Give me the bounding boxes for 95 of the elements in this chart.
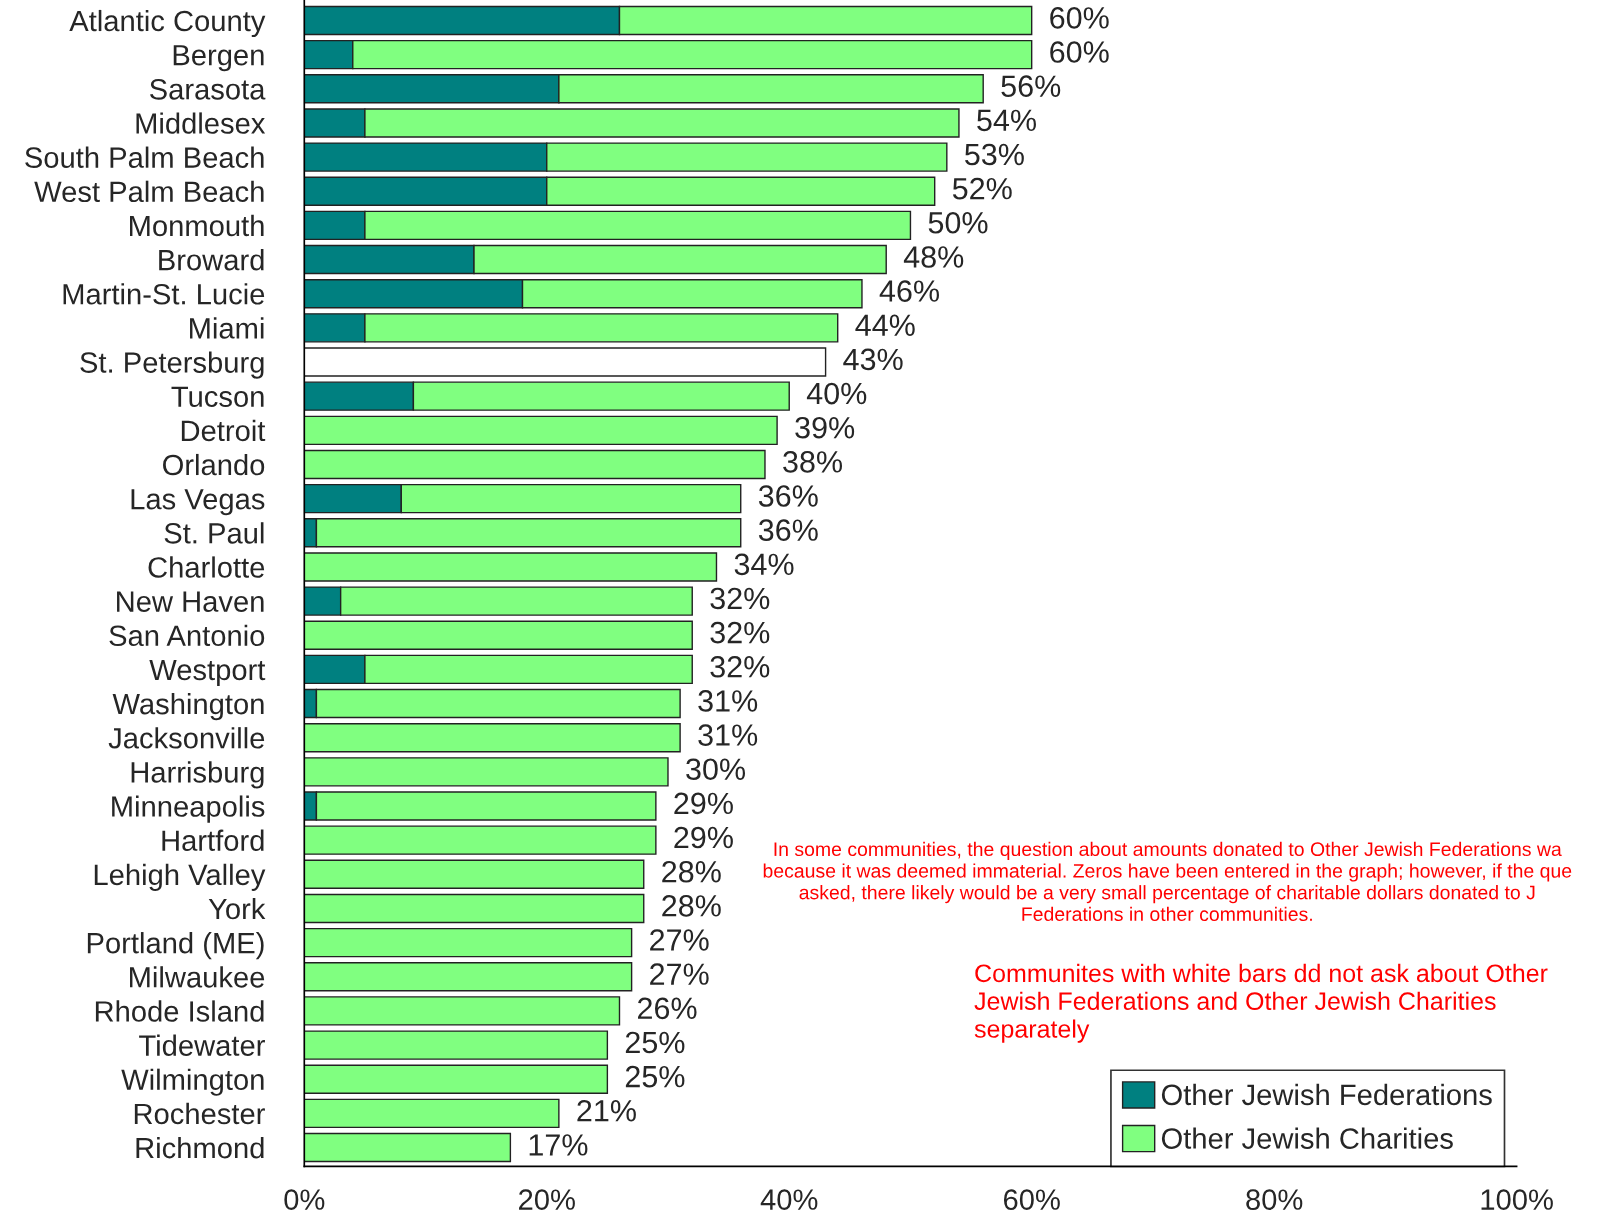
total-label: 29% — [674, 792, 733, 815]
y-tick-label: St. Paul — [164, 522, 264, 544]
total-label: 50% — [928, 211, 988, 234]
y-tick-label: Washington — [112, 692, 264, 721]
x-tick-label: 0% — [284, 1189, 325, 1210]
bar — [304, 723, 681, 753]
y-tick-label: Minneapolis — [112, 795, 265, 823]
y-tick-label: Sarasota — [150, 79, 266, 100]
y-tick-label: Broward — [159, 248, 264, 271]
bar — [304, 893, 645, 924]
bar — [304, 859, 645, 890]
bar — [304, 1064, 609, 1094]
bar — [304, 1098, 560, 1129]
y-tick-label: San Antonio — [109, 624, 265, 647]
total-label: 36% — [758, 485, 818, 507]
total-label: 48% — [903, 246, 964, 268]
bar — [304, 757, 669, 787]
y-tick-label: Rochester — [134, 1102, 265, 1125]
total-label: 38% — [783, 451, 843, 473]
total-label: 53% — [965, 143, 1024, 166]
x-tick-label: 100% — [1481, 1189, 1553, 1210]
bar — [304, 552, 718, 582]
y-tick-label: West Palm Beach — [34, 180, 264, 203]
bar — [304, 415, 778, 446]
total-label: 28% — [662, 860, 721, 883]
total-label: 46% — [879, 280, 939, 302]
y-tick-label: Martin-St. Lucie — [63, 283, 265, 305]
y-tick-label: Atlantic County — [69, 9, 266, 38]
y-tick-label: Orlando — [163, 453, 265, 476]
y-tick-label: Miami — [190, 317, 264, 339]
bar — [304, 996, 621, 1026]
total-label: 56% — [1001, 75, 1061, 97]
total-label: 31% — [698, 724, 758, 746]
y-tick-label: Tucson — [171, 386, 264, 408]
bar — [304, 1030, 609, 1060]
y-tick-label: Wilmington — [121, 1068, 264, 1096]
y-tick-label: Harrisburg — [131, 761, 264, 789]
y-tick-label: Rhode Island — [95, 1000, 264, 1022]
x-tick-label: 20% — [519, 1189, 575, 1210]
y-tick-label: Detroit — [181, 419, 266, 442]
total-label: 36% — [758, 519, 818, 541]
y-tick-label: Richmond — [136, 1136, 264, 1159]
y-tick-label: New Haven — [117, 591, 264, 612]
bar — [304, 962, 633, 992]
bar — [304, 449, 766, 480]
y-tick-label: Tidewater — [139, 1034, 265, 1056]
total-label: 25% — [625, 1065, 685, 1088]
bar — [304, 825, 657, 855]
bar — [304, 620, 693, 650]
y-tick-label: St. Petersburg — [80, 351, 264, 379]
y-tick-label: Milwaukee — [130, 966, 265, 988]
y-tick-label: Las Vegas — [131, 489, 265, 516]
total-label: 32% — [710, 587, 770, 610]
total-label: 21% — [577, 1099, 636, 1122]
annotation: Communites with white bars dd not ask about Other Jewish Federations and Other Jewish Charities separately — [974, 963, 1548, 1043]
total-label: 30% — [686, 758, 746, 781]
y-tick-label: Charlotte — [148, 556, 265, 578]
total-label: 27% — [650, 963, 709, 985]
total-label: 43% — [843, 348, 903, 371]
total-label: 32% — [710, 655, 770, 678]
total-label: 39% — [795, 416, 855, 439]
bar — [304, 347, 827, 377]
total-label: 54% — [977, 109, 1036, 132]
y-tick-label: Bergen — [173, 45, 264, 72]
total-label: 27% — [650, 929, 709, 951]
total-label: 25% — [625, 1031, 685, 1054]
y-tick-label: Lehigh Valley — [94, 863, 266, 891]
total-label: 52% — [952, 177, 1012, 200]
legend-label: Other Jewish Federations — [1161, 1083, 1492, 1106]
total-label: 60% — [1050, 41, 1109, 63]
x-tick-label: 80% — [1246, 1189, 1303, 1210]
total-label: 26% — [638, 997, 697, 1020]
total-label: 34% — [734, 553, 794, 576]
total-label: 31% — [698, 690, 758, 712]
y-tick-label: Monmouth — [130, 214, 264, 237]
total-label: 32% — [710, 621, 770, 644]
y-tick-label: York — [208, 897, 266, 920]
y-tick-label: Portland (ME) — [87, 932, 264, 960]
total-label: 28% — [662, 895, 721, 917]
bar — [304, 1132, 512, 1163]
legend-label: Other Jewish Charities — [1161, 1127, 1453, 1149]
bar — [304, 927, 633, 958]
y-tick-label: Middlesex — [136, 112, 266, 134]
y-tick-label: South Palm Beach — [25, 146, 264, 168]
total-label: 40% — [806, 382, 867, 405]
total-label: 44% — [855, 314, 915, 336]
y-tick-label: Hartford — [162, 829, 264, 852]
x-tick-label: 60% — [1003, 1189, 1060, 1210]
annotation: In some communities, the question about amounts donated to Other Jewish Federations wa because it was deemed immaterial. Zeros have been entered in the graph; however, if the que asked, there likely would be a very small percentage of charitable dollars donated to J Federations in other communities. — [763, 841, 1572, 922]
total-label: 17% — [529, 1134, 588, 1156]
total-label: 60% — [1050, 7, 1109, 29]
x-tick-label: 40% — [760, 1189, 818, 1210]
y-tick-label: Jacksonville — [108, 727, 265, 749]
total-label: 29% — [674, 826, 733, 849]
y-tick-label: Westport — [149, 659, 266, 687]
